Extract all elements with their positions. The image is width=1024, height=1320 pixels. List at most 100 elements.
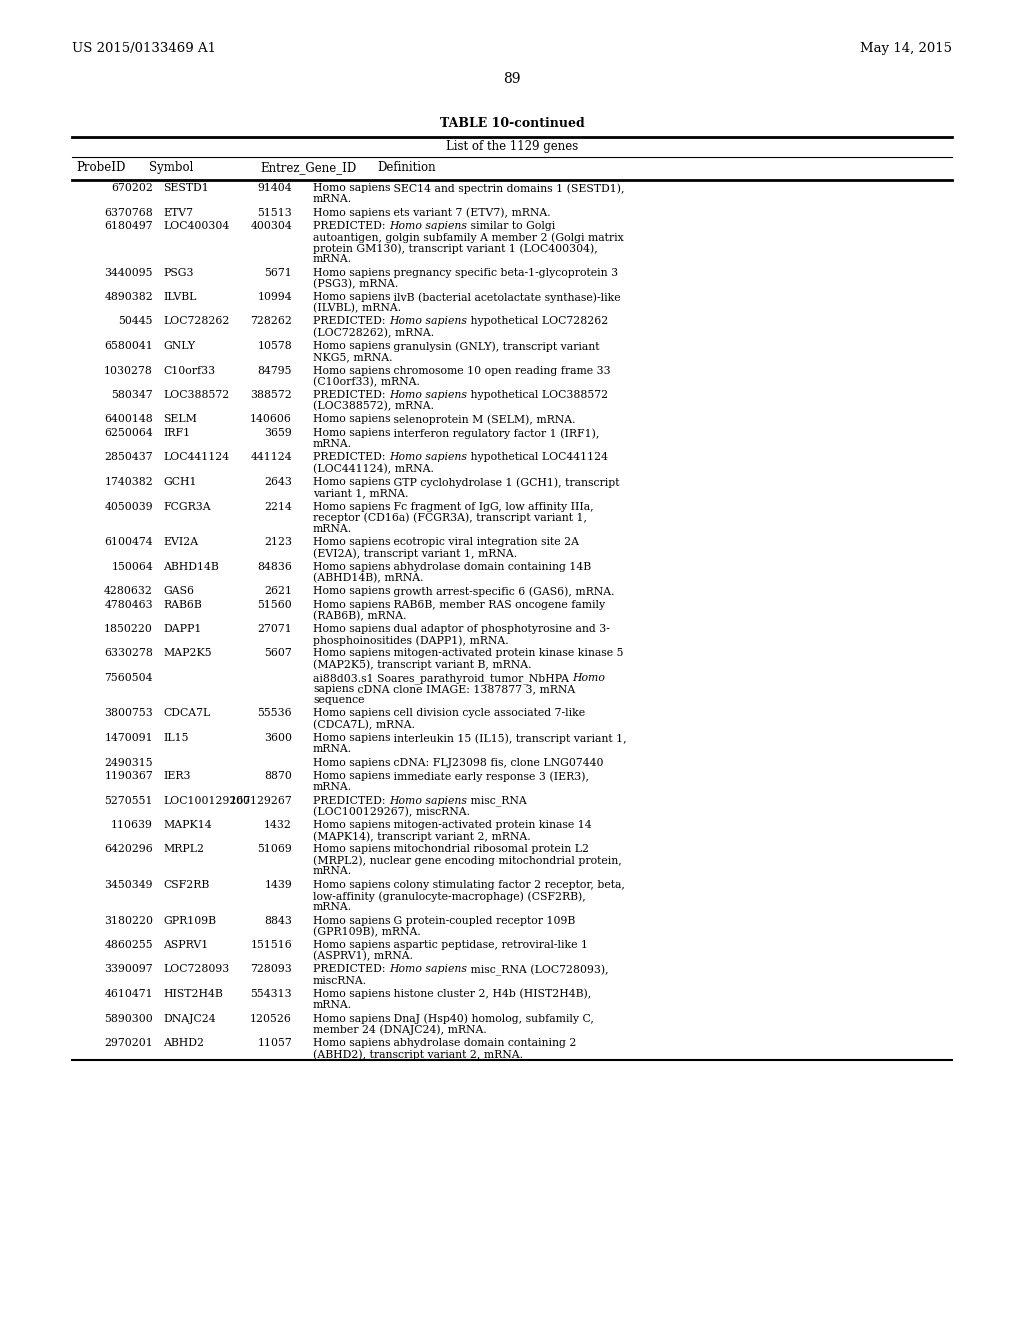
Text: 4860255: 4860255 bbox=[104, 940, 153, 950]
Text: 140606: 140606 bbox=[250, 414, 292, 425]
Text: immediate early response 3 (IER3),: immediate early response 3 (IER3), bbox=[390, 771, 590, 781]
Text: 728262: 728262 bbox=[250, 317, 292, 326]
Text: 10578: 10578 bbox=[257, 341, 292, 351]
Text: GPR109B: GPR109B bbox=[163, 916, 216, 925]
Text: FCGR3A: FCGR3A bbox=[163, 502, 211, 511]
Text: sequence: sequence bbox=[313, 696, 365, 705]
Text: 110639: 110639 bbox=[112, 820, 153, 830]
Text: Homo sapiens: Homo sapiens bbox=[313, 599, 390, 610]
Text: 3800753: 3800753 bbox=[104, 709, 153, 718]
Text: HIST2H4B: HIST2H4B bbox=[163, 989, 223, 999]
Text: 7560504: 7560504 bbox=[104, 673, 153, 682]
Text: PREDICTED:: PREDICTED: bbox=[313, 796, 389, 805]
Text: hypothetical LOC441124: hypothetical LOC441124 bbox=[467, 453, 608, 462]
Text: DAPP1: DAPP1 bbox=[163, 624, 202, 634]
Text: 8870: 8870 bbox=[264, 771, 292, 781]
Text: Homo sapiens: Homo sapiens bbox=[313, 537, 390, 546]
Text: mRNA.: mRNA. bbox=[313, 781, 352, 792]
Text: histone cluster 2, H4b (HIST2H4B),: histone cluster 2, H4b (HIST2H4B), bbox=[390, 989, 592, 999]
Text: phosphoinositides (DAPP1), mRNA.: phosphoinositides (DAPP1), mRNA. bbox=[313, 635, 509, 645]
Text: GCH1: GCH1 bbox=[163, 477, 197, 487]
Text: (RAB6B), mRNA.: (RAB6B), mRNA. bbox=[313, 610, 407, 620]
Text: cDNA: FLJ23098 fis, clone LNG07440: cDNA: FLJ23098 fis, clone LNG07440 bbox=[390, 758, 604, 767]
Text: mRNA.: mRNA. bbox=[313, 902, 352, 912]
Text: 11057: 11057 bbox=[257, 1038, 292, 1048]
Text: 2850437: 2850437 bbox=[104, 453, 153, 462]
Text: chromosome 10 open reading frame 33: chromosome 10 open reading frame 33 bbox=[390, 366, 611, 375]
Text: 1432: 1432 bbox=[264, 820, 292, 830]
Text: 4280632: 4280632 bbox=[104, 586, 153, 597]
Text: IL15: IL15 bbox=[163, 733, 188, 743]
Text: IRF1: IRF1 bbox=[163, 428, 190, 438]
Text: TABLE 10-continued: TABLE 10-continued bbox=[439, 117, 585, 129]
Text: hypothetical LOC388572: hypothetical LOC388572 bbox=[467, 389, 608, 400]
Text: ilvB (bacterial acetolactate synthase)-like: ilvB (bacterial acetolactate synthase)-l… bbox=[390, 292, 622, 302]
Text: (EVI2A), transcript variant 1, mRNA.: (EVI2A), transcript variant 1, mRNA. bbox=[313, 548, 517, 558]
Text: Homo sapiens: Homo sapiens bbox=[313, 880, 390, 890]
Text: SESTD1: SESTD1 bbox=[163, 183, 209, 193]
Text: Symbol: Symbol bbox=[150, 161, 194, 174]
Text: miscRNA.: miscRNA. bbox=[313, 975, 368, 986]
Text: pregnancy specific beta-1-glycoprotein 3: pregnancy specific beta-1-glycoprotein 3 bbox=[390, 268, 618, 277]
Text: mRNA.: mRNA. bbox=[313, 866, 352, 876]
Text: Homo sapiens: Homo sapiens bbox=[313, 1038, 390, 1048]
Text: (MAP2K5), transcript variant B, mRNA.: (MAP2K5), transcript variant B, mRNA. bbox=[313, 660, 531, 671]
Text: PSG3: PSG3 bbox=[163, 268, 194, 277]
Text: 5607: 5607 bbox=[264, 648, 292, 659]
Text: Homo sapiens: Homo sapiens bbox=[313, 1014, 390, 1023]
Text: 8843: 8843 bbox=[264, 916, 292, 925]
Text: 151516: 151516 bbox=[250, 940, 292, 950]
Text: 5671: 5671 bbox=[264, 268, 292, 277]
Text: Fc fragment of IgG, low affinity IIIa,: Fc fragment of IgG, low affinity IIIa, bbox=[390, 502, 594, 511]
Text: C10orf33: C10orf33 bbox=[163, 366, 215, 375]
Text: 6420296: 6420296 bbox=[104, 845, 153, 854]
Text: similar to Golgi: similar to Golgi bbox=[467, 220, 555, 231]
Text: sapiens: sapiens bbox=[313, 684, 354, 694]
Text: DNAJC24: DNAJC24 bbox=[163, 1014, 216, 1023]
Text: Definition: Definition bbox=[377, 161, 435, 174]
Text: LOC728262: LOC728262 bbox=[163, 317, 229, 326]
Text: 6400148: 6400148 bbox=[104, 414, 153, 425]
Text: 27071: 27071 bbox=[257, 624, 292, 634]
Text: GAS6: GAS6 bbox=[163, 586, 194, 597]
Text: Homo: Homo bbox=[572, 673, 605, 682]
Text: misc_RNA: misc_RNA bbox=[467, 796, 526, 807]
Text: PREDICTED:: PREDICTED: bbox=[313, 965, 389, 974]
Text: 3600: 3600 bbox=[264, 733, 292, 743]
Text: Homo sapiens: Homo sapiens bbox=[313, 758, 390, 767]
Text: 2621: 2621 bbox=[264, 586, 292, 597]
Text: 3180220: 3180220 bbox=[104, 916, 153, 925]
Text: 1190367: 1190367 bbox=[104, 771, 153, 781]
Text: 4890382: 4890382 bbox=[104, 292, 153, 302]
Text: 4610471: 4610471 bbox=[104, 989, 153, 999]
Text: mitochondrial ribosomal protein L2: mitochondrial ribosomal protein L2 bbox=[390, 845, 590, 854]
Text: Homo sapiens: Homo sapiens bbox=[313, 820, 390, 830]
Text: 3390097: 3390097 bbox=[104, 965, 153, 974]
Text: member 24 (DNAJC24), mRNA.: member 24 (DNAJC24), mRNA. bbox=[313, 1024, 486, 1035]
Text: 6250064: 6250064 bbox=[104, 428, 153, 438]
Text: mRNA.: mRNA. bbox=[313, 524, 352, 533]
Text: Homo sapiens: Homo sapiens bbox=[389, 453, 467, 462]
Text: Homo sapiens: Homo sapiens bbox=[313, 268, 390, 277]
Text: 728093: 728093 bbox=[250, 965, 292, 974]
Text: Homo sapiens: Homo sapiens bbox=[313, 771, 390, 781]
Text: hypothetical LOC728262: hypothetical LOC728262 bbox=[467, 317, 608, 326]
Text: 120526: 120526 bbox=[250, 1014, 292, 1023]
Text: (ABHD14B), mRNA.: (ABHD14B), mRNA. bbox=[313, 573, 424, 583]
Text: variant 1, mRNA.: variant 1, mRNA. bbox=[313, 488, 409, 498]
Text: Homo sapiens: Homo sapiens bbox=[313, 428, 390, 438]
Text: 1030278: 1030278 bbox=[104, 366, 153, 375]
Text: 670202: 670202 bbox=[112, 183, 153, 193]
Text: EVI2A: EVI2A bbox=[163, 537, 198, 546]
Text: 580347: 580347 bbox=[112, 389, 153, 400]
Text: 1439: 1439 bbox=[264, 880, 292, 890]
Text: (PSG3), mRNA.: (PSG3), mRNA. bbox=[313, 279, 398, 289]
Text: 55536: 55536 bbox=[257, 709, 292, 718]
Text: MRPL2: MRPL2 bbox=[163, 845, 204, 854]
Text: 6330278: 6330278 bbox=[104, 648, 153, 659]
Text: 10994: 10994 bbox=[257, 292, 292, 302]
Text: SELM: SELM bbox=[163, 414, 197, 425]
Text: 84836: 84836 bbox=[257, 561, 292, 572]
Text: (LOC728262), mRNA.: (LOC728262), mRNA. bbox=[313, 327, 434, 338]
Text: cDNA clone IMAGE: 1387877 3, mRNA: cDNA clone IMAGE: 1387877 3, mRNA bbox=[354, 684, 575, 694]
